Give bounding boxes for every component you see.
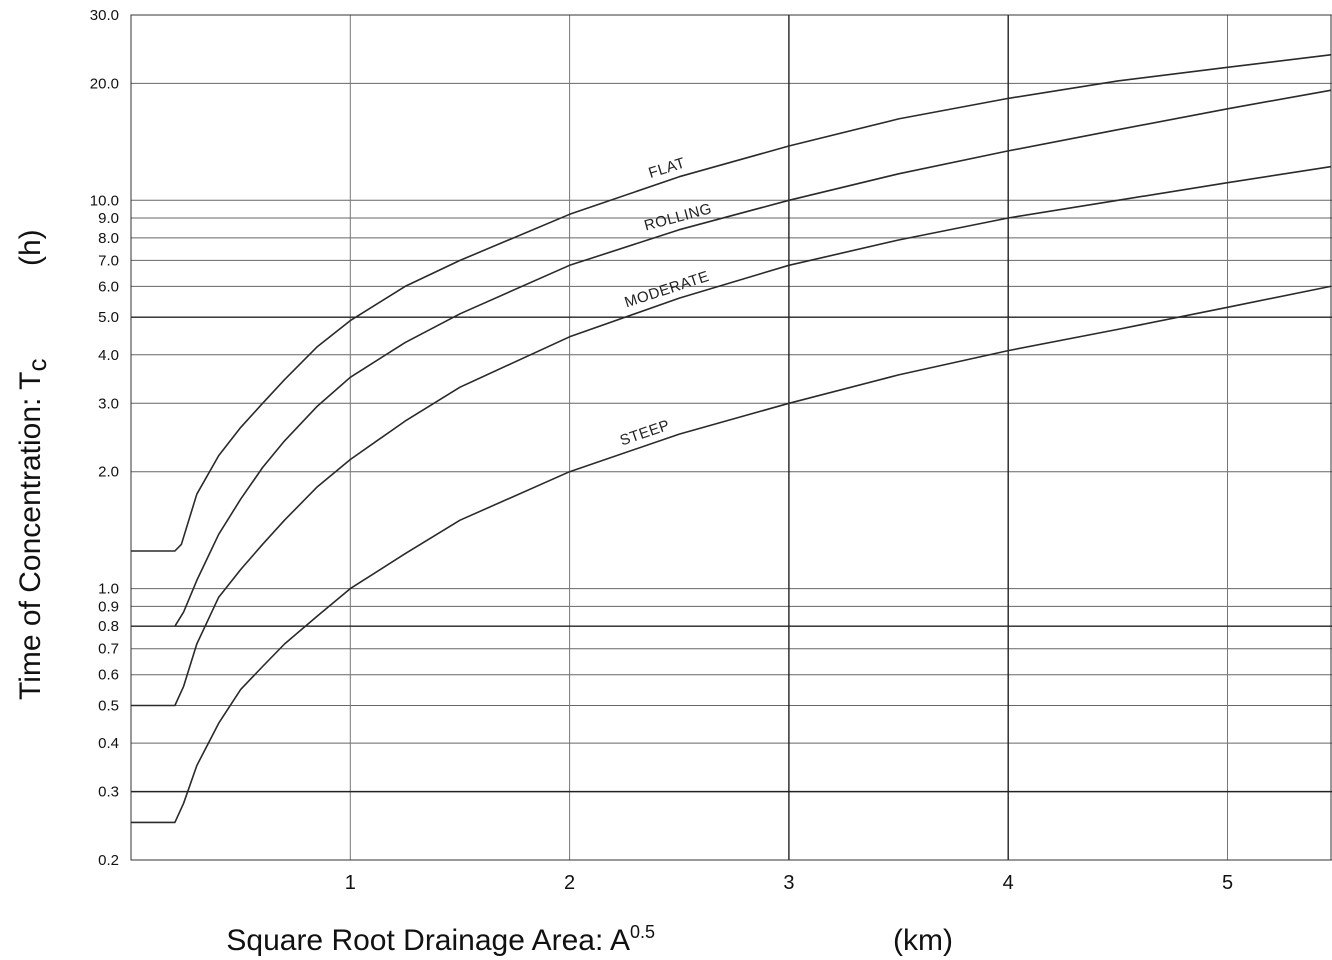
y-tick-label: 10.0: [90, 192, 119, 209]
y-tick-label: 2.0: [98, 464, 119, 481]
x-tick-label: 5: [1222, 872, 1233, 894]
y-tick-labels: 0.2 0.3 0.4 0.5 0.6 0.7 0.8 0.91.0 2.0 3.0 4.0 5.0 6…: [90, 7, 119, 869]
x-axis-title-unit: (km): [893, 924, 953, 957]
y-tick-label: 8.0: [98, 230, 119, 247]
y-tick-label: 0.4: [98, 735, 119, 752]
y-tick-label: 6.0: [98, 278, 119, 295]
y-axis-title-subscript: c: [22, 359, 52, 372]
y-tick-label: 30.0: [90, 7, 119, 24]
series-line-rolling: [174, 89, 1331, 627]
grid-lines-major: [131, 15, 1332, 860]
series-lines: [131, 54, 1331, 824]
series-line-flat: [131, 54, 1331, 552]
y-tick-label: 0.9: [98, 598, 119, 615]
x-tick-label: 4: [1003, 872, 1014, 894]
series-line-steep: [131, 285, 1331, 824]
y-tick-label: 9.0: [98, 210, 119, 227]
y-tick-label: 1.0: [98, 581, 119, 598]
series-label-moderate: MODERATE: [622, 268, 711, 311]
y-tick-label: 4.0: [98, 347, 119, 364]
plot-frame: [130, 14, 1332, 861]
x-axis-title: Square Root Drainage Area: A0.5: [226, 922, 655, 957]
series-label-steep: STEEP: [618, 417, 672, 450]
y-tick-label: 7.0: [98, 252, 119, 269]
grid-lines: [131, 14, 1332, 861]
y-tick-label: 0.8: [98, 618, 119, 635]
y-tick-label: 5.0: [98, 309, 119, 326]
x-tick-label: 3: [783, 872, 794, 894]
x-axis-title-superscript: 0.5: [630, 922, 655, 942]
x-tick-label: 2: [564, 872, 575, 894]
y-tick-label: 0.5: [98, 697, 119, 714]
y-tick-label: 0.7: [98, 641, 119, 658]
y-tick-label: 3.0: [98, 395, 119, 412]
y-axis-title-unit: (h): [14, 229, 47, 266]
y-tick-label: 0.6: [98, 667, 119, 684]
series-line-moderate: [131, 165, 1331, 707]
x-tick-labels: 1 2 3 4 5: [345, 872, 1233, 894]
x-tick-label: 1: [345, 872, 356, 894]
series-label-flat: FLAT: [647, 155, 688, 182]
y-axis-title: Time of Concentration: Tc: [14, 359, 52, 700]
y-tick-label: 0.2: [98, 852, 119, 869]
y-tick-label: 20.0: [90, 75, 119, 92]
y-tick-label: 0.3: [98, 784, 119, 801]
